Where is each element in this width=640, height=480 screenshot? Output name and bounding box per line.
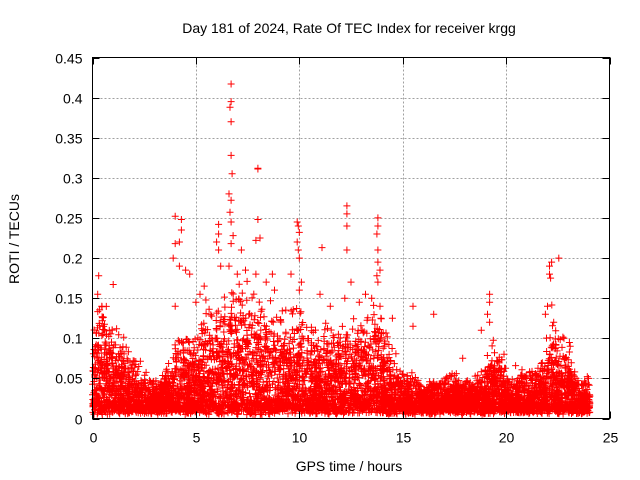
y-tick-label: 0.3 bbox=[63, 171, 83, 187]
y-tick-label: 0.15 bbox=[55, 291, 82, 307]
y-tick-label: 0.45 bbox=[55, 51, 82, 67]
axis-ticks bbox=[92, 57, 611, 420]
chart-title: Day 181 of 2024, Rate Of TEC Index for r… bbox=[182, 20, 516, 36]
y-tick-label: 0.25 bbox=[55, 211, 82, 227]
y-tick-label: 0.05 bbox=[55, 371, 82, 387]
y-tick-label: 0.35 bbox=[55, 131, 82, 147]
y-tick-label: 0.2 bbox=[63, 251, 83, 267]
y-tick-label: 0.4 bbox=[63, 91, 83, 107]
x-tick-labels: 0 5 10 15 20 25 bbox=[90, 430, 619, 446]
x-tick-label: 5 bbox=[193, 430, 201, 446]
plot-frame bbox=[92, 57, 610, 419]
x-tick-label: 10 bbox=[292, 430, 308, 446]
x-tick-label: 25 bbox=[603, 430, 619, 446]
x-tick-label: 15 bbox=[396, 430, 412, 446]
data-points bbox=[89, 80, 594, 419]
roti-markers bbox=[89, 80, 594, 419]
y-axis-label: ROTI / TECUs bbox=[6, 194, 22, 284]
y-tick-labels: 0 0.05 0.1 0.15 0.2 0.25 0.3 0.35 0.4 0.45 bbox=[55, 51, 82, 428]
y-tick-label: 0 bbox=[75, 412, 83, 428]
x-tick-label: 20 bbox=[499, 430, 515, 446]
y-tick-label: 0.1 bbox=[63, 331, 83, 347]
x-axis-label: GPS time / hours bbox=[296, 458, 403, 474]
x-tick-label: 0 bbox=[90, 430, 98, 446]
